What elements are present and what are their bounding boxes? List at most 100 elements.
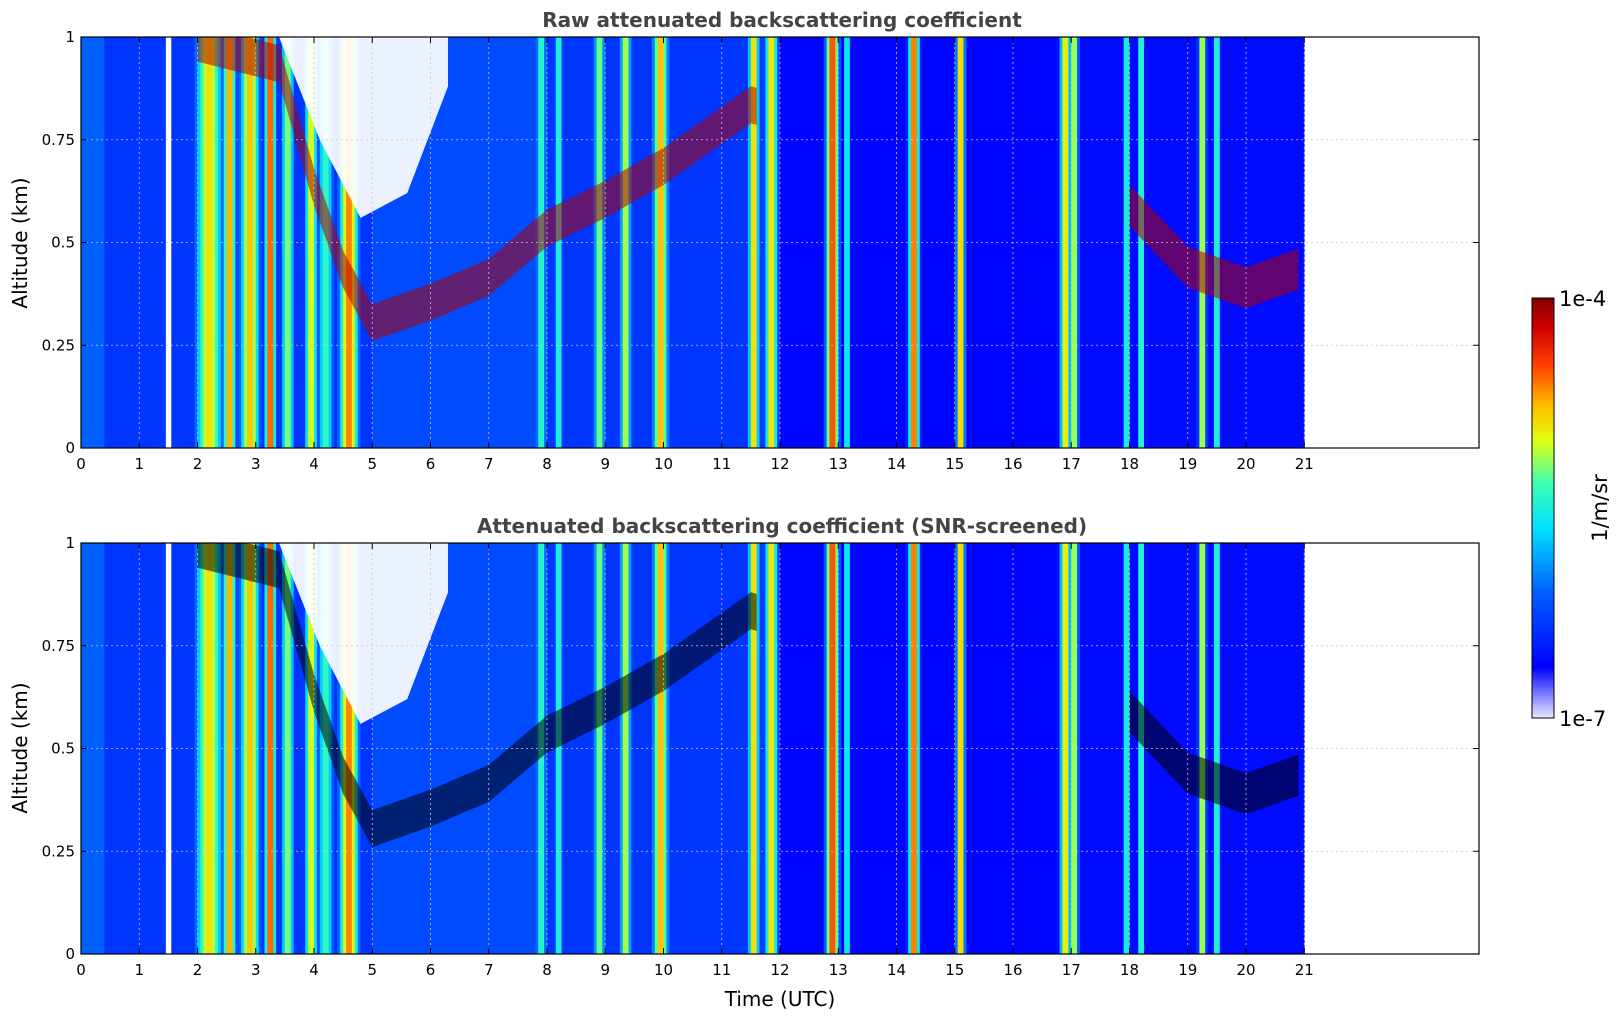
heatmap-column [657,37,661,448]
heatmap-column [118,37,123,448]
heatmap-column [1074,543,1078,954]
heatmap-column [1228,37,1232,448]
heatmap-column [581,543,586,954]
heatmap-column [226,37,230,448]
heatmap-column [1257,37,1261,448]
heatmap-column [692,543,696,954]
heatmap-column [643,37,647,448]
heatmap-column [1013,543,1017,954]
heatmap-column [503,543,507,954]
heatmap-column [567,543,571,954]
heatmap-column [142,543,146,954]
heatmap-column [788,543,793,954]
heatmap-column [881,37,886,448]
heatmap-column [774,543,778,954]
heatmap-column [966,543,970,954]
x-tick-label: 15 [945,455,964,473]
heatmap-column [1231,37,1235,448]
heatmap-column [1202,37,1206,448]
x-tick-label: 14 [887,961,906,979]
heatmap-column [983,543,988,954]
heatmap-column [1132,543,1136,954]
heatmap-column [631,543,635,954]
heatmap-column [963,543,967,954]
heatmap-column [209,37,213,448]
x-tick-label: 2 [193,455,203,473]
heatmap-column [922,543,927,954]
heatmap-column [456,543,461,954]
heatmap-column [182,543,187,954]
heatmap-column [226,543,230,954]
heatmap-column [348,37,353,448]
heatmap-column [212,543,216,954]
heatmap-column [261,543,265,954]
heatmap-column [608,543,612,954]
colorbar: 1e-4 1e-7 1/m/sr [1531,287,1612,731]
heatmap-column [1213,37,1218,448]
x-tick-label: 16 [1003,455,1022,473]
heatmap-column [281,543,286,954]
heatmap-column [817,543,822,954]
heatmap-column [433,543,437,954]
heatmap-column [1286,37,1291,448]
heatmap-column [1033,543,1037,954]
heatmap-column [812,543,816,954]
y-tick-label: 0 [65,439,75,457]
heatmap-column [777,543,781,954]
heatmap-column [928,543,932,954]
heatmap-column [922,37,927,448]
heatmap-column [593,37,597,448]
heatmap-column [867,37,871,448]
heatmap-column [1062,37,1066,448]
heatmap-column [774,37,778,448]
boundary-layer-band-late [1129,691,1299,815]
heatmap-column [418,543,423,954]
heatmap-column [1202,543,1206,954]
heatmap-column [579,543,583,954]
heatmap-column [887,543,892,954]
x-tick-label: 17 [1062,455,1081,473]
heatmap-column [978,543,982,954]
heatmap-column [797,37,801,448]
heatmap-column [273,37,277,448]
heatmap-column [608,37,612,448]
heatmap-column [238,37,242,448]
heatmap-column [628,543,632,954]
x-tick-label: 5 [367,961,377,979]
heatmap-column [838,37,842,448]
x-tick-label: 9 [600,961,610,979]
heatmap-column [948,543,953,954]
x-tick-label: 11 [712,455,731,473]
heatmap-column [593,543,597,954]
heatmap-column [573,37,577,448]
heatmap-column [913,543,918,954]
heatmap-column [881,543,886,954]
x-tick-label: 4 [309,961,319,979]
heatmap-column [1283,37,1288,448]
heatmap-column [879,543,883,954]
heatmap-column [113,543,117,954]
heatmap-column [832,543,836,954]
x-tick-label: 12 [770,961,789,979]
panel-title: Attenuated backscattering coefficient (S… [477,514,1087,538]
heatmap-column [1266,37,1270,448]
heatmap-column [442,37,446,448]
heatmap-column [913,37,918,448]
heatmap-column [742,543,746,954]
heatmap-column [916,37,921,448]
heatmap-column [1021,37,1026,448]
heatmap-column [969,543,973,954]
heatmap-column [1007,37,1011,448]
heatmap-column [491,37,495,448]
heatmap-column [648,37,653,448]
heatmap-column [809,543,813,954]
heatmap-column [1112,37,1116,448]
heatmap-column [838,543,842,954]
heatmap-column [846,543,851,954]
heatmap-column [826,543,830,954]
y-axis-label: Altitude (km) [8,177,32,308]
heatmap-column [392,543,396,954]
heatmap-column [707,37,711,448]
heatmap-column [657,543,661,954]
heatmap-column [392,37,396,448]
